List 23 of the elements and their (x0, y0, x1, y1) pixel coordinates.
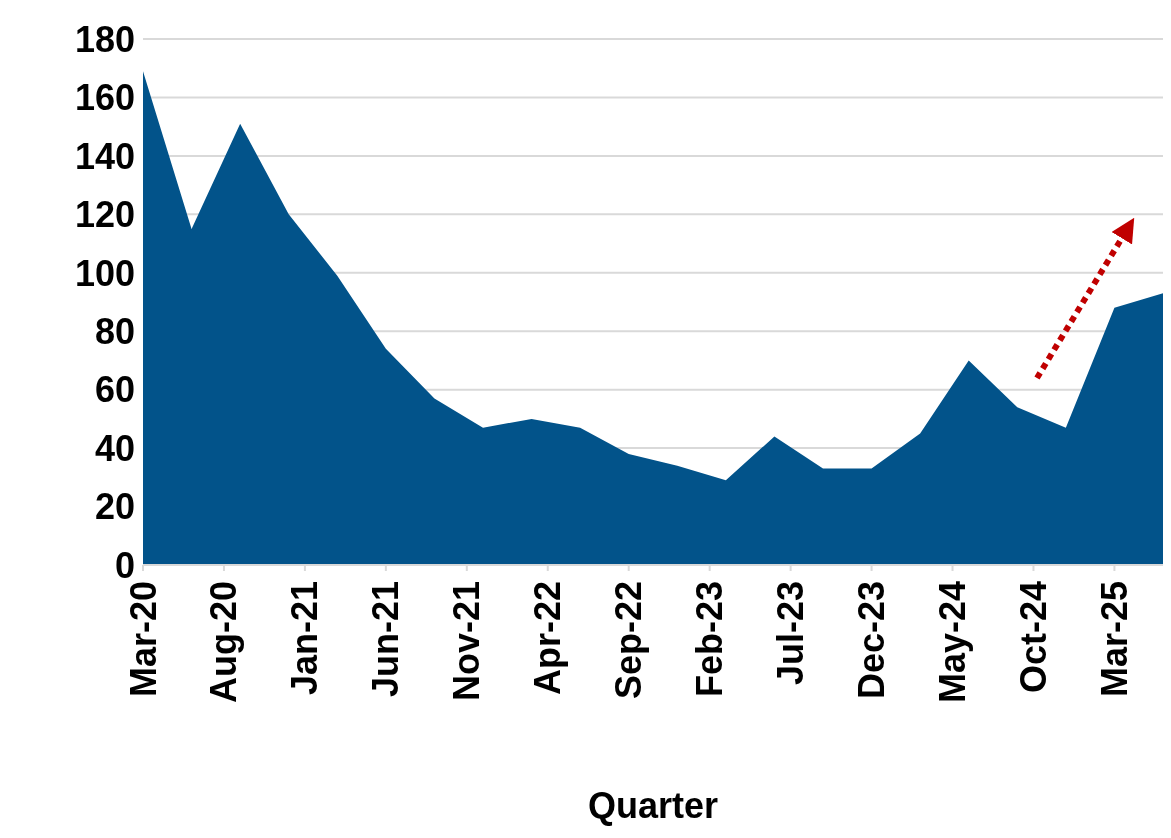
x-tick-label: May-24 (932, 581, 974, 704)
y-tick-label: 80 (94, 311, 135, 352)
y-tick-label: 140 (74, 135, 135, 177)
x-tick-label: Feb-23 (689, 581, 731, 698)
x-tick-label: Apr-22 (527, 581, 569, 696)
x-tick-label: Oct-24 (1012, 581, 1054, 694)
y-tick-label: 60 (94, 369, 135, 411)
y-tick-label: 180 (74, 18, 135, 60)
y-tick-label: 120 (74, 194, 135, 236)
x-tick-label: Jan-21 (284, 581, 326, 696)
x-tick-label: Mar-20 (122, 581, 164, 698)
x-tick-label: Mar-25 (1093, 581, 1135, 698)
y-tick-label: 20 (94, 486, 135, 528)
x-axis-title: Quarter (587, 785, 719, 826)
x-tick-label: Jun-21 (365, 581, 407, 698)
y-tick-label: 160 (74, 77, 135, 119)
x-tick-label: Jul-23 (770, 581, 812, 686)
x-tick-label: Nov-21 (446, 581, 488, 702)
y-tick-label: 40 (94, 427, 135, 469)
x-tick-label: Aug-20 (203, 581, 245, 704)
x-tick-label: Sep-22 (608, 581, 650, 700)
x-tick-label: Dec-23 (851, 581, 893, 700)
y-tick-label: 100 (74, 252, 135, 294)
